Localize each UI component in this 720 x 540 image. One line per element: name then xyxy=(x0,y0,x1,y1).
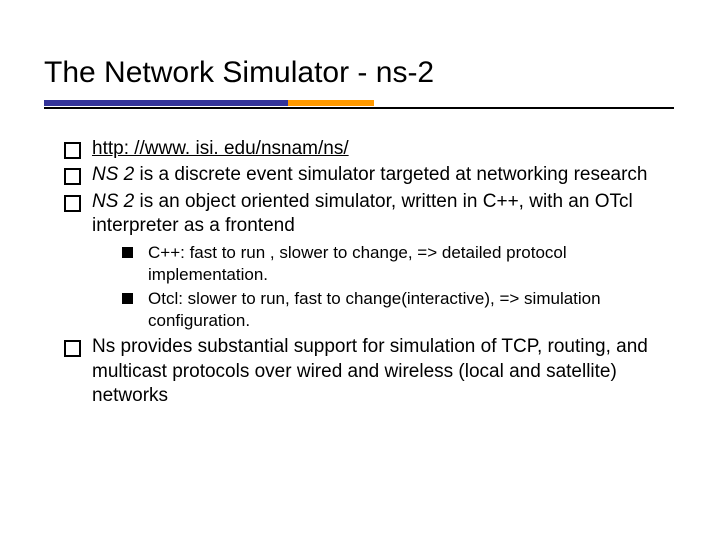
item-text-rest: is an object oriented simulator, written… xyxy=(92,191,633,236)
list-item: http: //www. isi. edu/nsnam/ns/ xyxy=(64,137,676,161)
item-text-rest: is a discrete event simulator targeted a… xyxy=(134,164,647,185)
slide-title: The Network Simulator - ns-2 xyxy=(44,56,676,90)
item-text: Otcl: slower to run, fast to change(inte… xyxy=(148,289,601,330)
underline-bottom xyxy=(44,107,674,109)
slide: The Network Simulator - ns-2 http: //www… xyxy=(0,0,720,540)
link-text: http: //www. isi. edu/nsnam/ns/ xyxy=(92,138,349,159)
underline-seg-orange xyxy=(288,100,374,106)
list-item: Ns provides substantial support for simu… xyxy=(64,335,676,408)
list-item: NS 2 is a discrete event simulator targe… xyxy=(64,163,676,187)
item-text: Ns provides substantial support for simu… xyxy=(92,336,648,406)
list-item: C++: fast to run , slower to change, => … xyxy=(122,242,676,286)
bullet-list-level2: C++: fast to run , slower to change, => … xyxy=(92,242,676,331)
bullet-list-level1: http: //www. isi. edu/nsnam/ns/ NS 2 is … xyxy=(44,137,676,408)
italic-term: NS 2 xyxy=(92,164,134,185)
title-underline xyxy=(44,100,676,109)
underline-seg-blue xyxy=(44,100,288,106)
item-text: C++: fast to run , slower to change, => … xyxy=(148,243,567,284)
item-text: NS 2 is an object oriented simulator, wr… xyxy=(92,191,633,236)
list-item: NS 2 is an object oriented simulator, wr… xyxy=(64,190,676,332)
underline-top xyxy=(44,100,374,106)
list-item: Otcl: slower to run, fast to change(inte… xyxy=(122,288,676,332)
item-text: NS 2 is a discrete event simulator targe… xyxy=(92,164,648,185)
italic-term: NS 2 xyxy=(92,191,134,212)
